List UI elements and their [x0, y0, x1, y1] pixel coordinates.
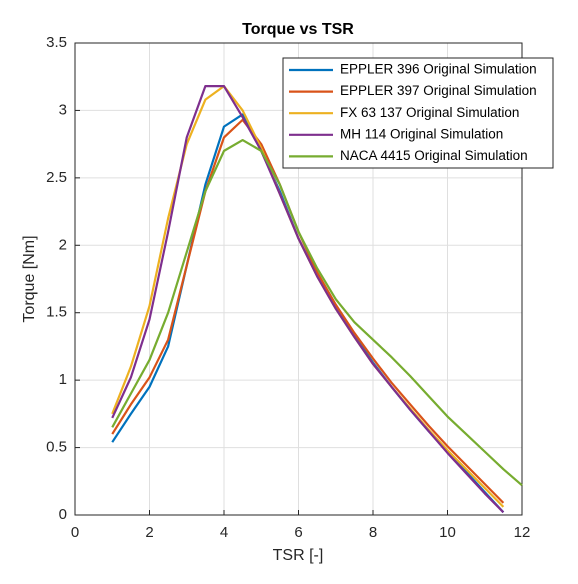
legend-label: NACA 4415 Original Simulation: [340, 148, 528, 163]
series-line: [111, 138, 523, 487]
x-tick-label: 8: [369, 524, 377, 541]
x-tick-label: 0: [71, 524, 79, 541]
y-tick-label: 0: [59, 506, 67, 523]
y-tick-label: 2: [59, 236, 67, 253]
x-tick-label: 10: [439, 524, 456, 541]
x-axis-label: TSR [-]: [273, 547, 324, 564]
legend-label: EPPLER 397 Original Simulation: [340, 83, 537, 98]
x-tick-label: 4: [220, 524, 228, 541]
y-tick-label: 1: [59, 371, 67, 388]
y-tick-label: 0.5: [46, 439, 67, 456]
legend-label: MH 114 Original Simulation: [340, 126, 503, 141]
y-axis-label: Torque [Nm]: [21, 235, 38, 322]
x-tick-label: 6: [294, 524, 302, 541]
chart-title: Torque vs TSR: [242, 21, 354, 38]
y-tick-label: 3: [59, 101, 67, 118]
x-tick-label: 12: [514, 524, 531, 541]
y-tick-label: 1.5: [46, 304, 67, 321]
y-tick-label: 2.5: [46, 169, 67, 186]
y-tick-label: 3.5: [46, 34, 67, 51]
series-line: [111, 85, 505, 514]
axes-box: [74, 42, 523, 516]
legend-label: EPPLER 396 Original Simulation: [340, 62, 537, 77]
x-tick-label: 2: [145, 524, 153, 541]
legend-label: FX 63 137 Original Simulation: [340, 105, 519, 120]
